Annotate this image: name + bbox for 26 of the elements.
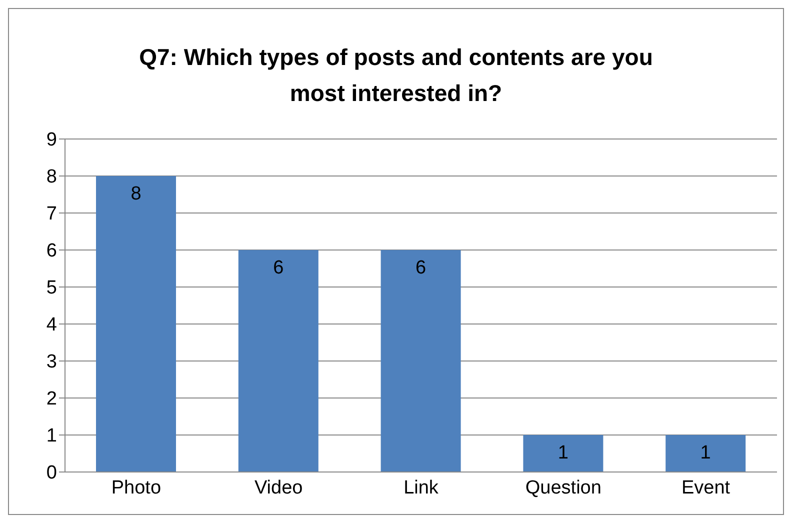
y-tick-label: 1 bbox=[46, 426, 57, 447]
x-tick-label: Question bbox=[525, 477, 602, 498]
y-tick-label: 6 bbox=[46, 240, 57, 262]
y-tick-label: 7 bbox=[46, 204, 57, 225]
y-tick-label: 5 bbox=[46, 278, 57, 299]
bar bbox=[380, 250, 461, 472]
y-tick-label: 3 bbox=[46, 352, 57, 373]
data-label: 6 bbox=[273, 257, 284, 278]
data-label: 1 bbox=[558, 442, 568, 464]
y-tick-label: 2 bbox=[46, 388, 57, 410]
bar bbox=[523, 435, 604, 472]
bar bbox=[666, 435, 746, 472]
y-tick-label: 9 bbox=[46, 130, 57, 151]
x-tick-label: Link bbox=[404, 477, 439, 498]
data-label: 8 bbox=[130, 183, 142, 204]
x-tick-label: Video bbox=[254, 477, 303, 498]
x-tick-label: Photo bbox=[111, 477, 162, 498]
data-label: 1 bbox=[700, 442, 711, 464]
data-label: 6 bbox=[416, 257, 426, 278]
y-tick-label: 0 bbox=[46, 462, 57, 484]
x-tick-label: Event bbox=[682, 477, 731, 498]
y-tick-label: 4 bbox=[46, 314, 58, 336]
bar bbox=[96, 176, 176, 472]
chart-title: Q7: Which types of posts and contents are you most interested in? bbox=[138, 43, 654, 108]
bar bbox=[238, 250, 318, 472]
y-tick-label: 8 bbox=[46, 166, 57, 188]
